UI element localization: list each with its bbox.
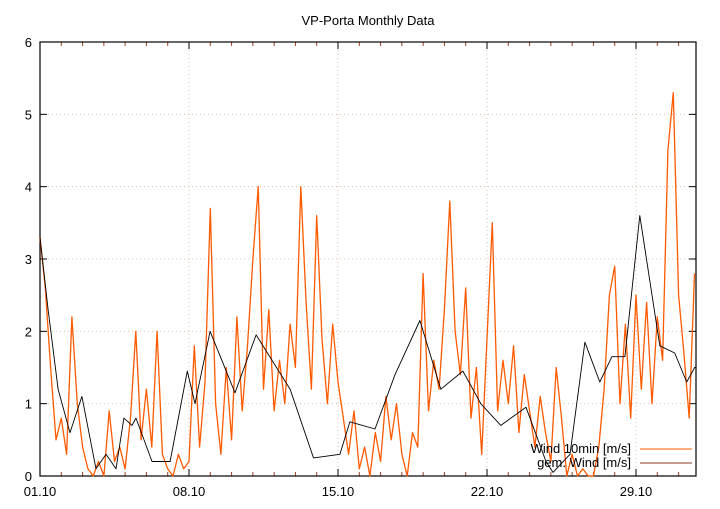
y-tick-label: 1: [25, 397, 32, 412]
x-tick-label: 08.10: [173, 484, 206, 499]
series-average-wind-line: [39, 215, 696, 473]
legend: Wind 10min [m/s]gem. Wind [m/s]: [531, 441, 692, 470]
plot-area: [39, 91, 696, 477]
legend-label: Wind 10min [m/s]: [531, 441, 631, 456]
series-wind-10min-line: [39, 91, 696, 477]
axes: 0 1 2 3 4 5 6 01.10 08.10 15.10 22.10 29.10: [24, 35, 697, 499]
y-tick-label: 4: [25, 180, 32, 195]
y-tick-label: 5: [25, 107, 32, 122]
y-tick-label: 2: [25, 324, 32, 339]
plot-frame: [39, 41, 697, 477]
legend-label: gem. Wind [m/s]: [537, 455, 631, 470]
y-tick-label: 0: [25, 469, 32, 484]
x-tick-label: 01.10: [24, 484, 57, 499]
chart-title: VP-Porta Monthly Data: [302, 13, 436, 28]
x-tick-label: 29.10: [620, 484, 653, 499]
grid: [40, 42, 696, 476]
x-tick-label: 22.10: [471, 484, 504, 499]
y-tick-label: 3: [25, 252, 32, 267]
y-tick-label: 6: [25, 35, 32, 50]
x-tick-label: 15.10: [322, 484, 355, 499]
